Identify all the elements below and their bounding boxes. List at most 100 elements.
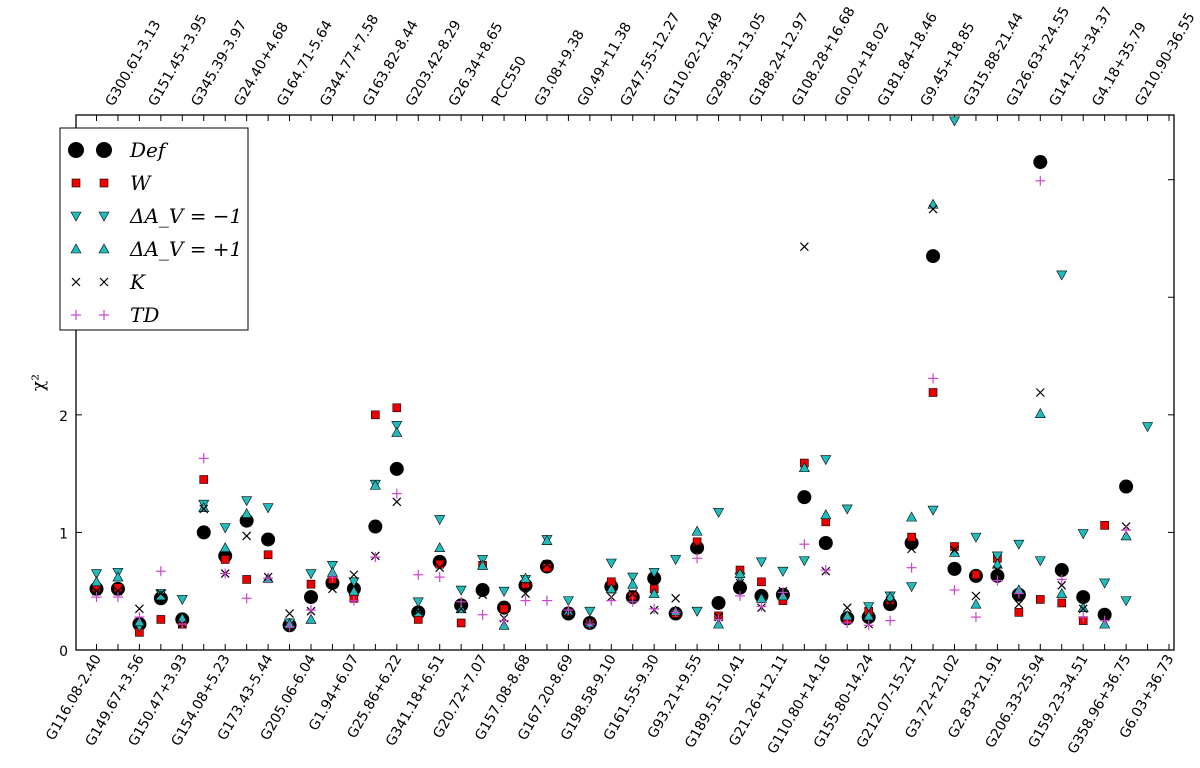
legend-label: ΔA_V = −1: [129, 204, 242, 228]
marker-k-stroke: [950, 545, 959, 555]
marker-def: [647, 571, 662, 586]
marker-k-stroke: [928, 204, 938, 214]
marker-k: [799, 242, 809, 252]
marker-dav-plus: [605, 583, 617, 594]
marker-td: [885, 615, 896, 626]
marker-dav-plus: [541, 535, 553, 545]
marker-w: [242, 575, 251, 584]
marker-k: [885, 598, 895, 608]
marker-dav-plus: [627, 578, 639, 589]
marker-td: [842, 617, 853, 628]
marker-w: [1100, 521, 1109, 530]
marker-w: [907, 532, 916, 542]
marker-dav-minus: [391, 421, 403, 432]
marker-dav-plus: [1120, 530, 1132, 541]
marker-w: [456, 618, 466, 628]
marker-dav-minus: [1120, 596, 1132, 607]
marker-dav-minus: [648, 568, 660, 579]
marker-k: [521, 589, 530, 598]
marker-k-stroke: [1057, 580, 1067, 590]
marker-dav-plus: [1034, 408, 1046, 418]
marker-w: [199, 475, 209, 484]
marker-k: [928, 204, 938, 214]
marker-dav-plus: [98, 243, 110, 254]
marker-td: [348, 595, 359, 606]
marker-k-stroke: [992, 565, 1002, 575]
marker-dav-minus: [90, 569, 103, 580]
y-axis-label: χ²: [29, 374, 49, 391]
marker-k-stroke: [113, 586, 123, 596]
legend-box: [59, 127, 249, 331]
marker-td: [499, 615, 510, 626]
marker-td: [970, 612, 981, 623]
marker-dav-plus: [369, 479, 381, 490]
marker-k: [1057, 580, 1067, 590]
marker-k: [71, 277, 81, 287]
marker-td: [520, 595, 531, 606]
marker-k: [199, 504, 209, 514]
marker-k: [692, 542, 702, 551]
marker-td: [1056, 574, 1067, 585]
marker-dav-minus: [326, 561, 338, 571]
y-tick-label: 1: [59, 526, 68, 542]
marker-td: [799, 539, 810, 550]
marker-w: [306, 579, 316, 589]
marker-dav-minus: [1013, 539, 1025, 550]
marker-td: [134, 612, 145, 623]
marker-k: [134, 604, 144, 614]
marker-k: [328, 584, 337, 594]
marker-td: [777, 587, 788, 598]
marker-k: [950, 545, 959, 555]
marker-td: [713, 614, 724, 625]
marker-dav-minus: [820, 455, 832, 466]
marker-k: [628, 589, 638, 598]
legend-label: Def: [129, 138, 169, 162]
marker-def: [261, 532, 276, 547]
marker-dav-plus: [519, 572, 532, 583]
marker-k: [907, 544, 917, 554]
marker-k-stroke: [285, 609, 294, 618]
marker-w: [928, 388, 938, 397]
marker-dav-plus: [691, 525, 703, 536]
marker-def: [1119, 479, 1134, 494]
marker-td: [1013, 588, 1024, 599]
axis-ticks: [96, 115, 1170, 650]
marker-k: [285, 609, 294, 618]
marker-w: [156, 615, 166, 624]
marker-td: [670, 607, 681, 618]
marker-k: [456, 604, 466, 614]
marker-td: [155, 566, 166, 577]
marker-k: [1014, 599, 1024, 609]
legend-label: TD: [130, 303, 159, 327]
marker-def: [1054, 563, 1069, 578]
marker-td: [649, 603, 660, 614]
marker-td: [99, 310, 109, 320]
marker-k: [735, 578, 745, 588]
marker-def: [304, 590, 318, 605]
marker-td: [327, 572, 338, 583]
marker-dav-plus: [348, 585, 360, 596]
marker-def: [196, 525, 211, 540]
marker-def: [96, 142, 112, 158]
marker-td: [735, 590, 745, 601]
marker-k: [92, 586, 101, 596]
marker-w: [1014, 608, 1024, 617]
marker-k-stroke: [1078, 604, 1088, 614]
marker-dav-minus: [777, 566, 789, 577]
marker-dav-plus: [198, 502, 210, 513]
marker-k: [478, 590, 488, 600]
marker-k-stroke: [478, 590, 488, 600]
marker-k-stroke: [628, 589, 638, 598]
marker-dav-minus: [562, 596, 574, 607]
marker-dav-minus: [605, 558, 617, 569]
marker-dav-minus: [262, 503, 274, 514]
marker-k: [413, 606, 423, 616]
marker-k-stroke: [199, 504, 209, 514]
marker-dav-minus: [98, 211, 110, 222]
marker-dav-plus: [1077, 602, 1089, 612]
marker-k-stroke: [456, 604, 466, 614]
marker-def: [389, 461, 404, 476]
marker-td: [1035, 175, 1046, 186]
marker-td: [370, 552, 381, 563]
marker-k-stroke: [799, 242, 809, 252]
